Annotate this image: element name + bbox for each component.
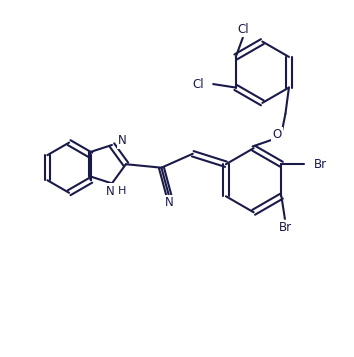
Text: N: N <box>165 196 174 210</box>
Text: N: N <box>106 185 115 198</box>
Text: N: N <box>118 134 127 147</box>
Text: H: H <box>118 186 127 196</box>
Text: O: O <box>272 128 281 141</box>
Text: Cl: Cl <box>193 77 205 91</box>
Text: Br: Br <box>279 221 292 234</box>
Text: Br: Br <box>314 158 327 171</box>
Text: Cl: Cl <box>237 22 249 35</box>
